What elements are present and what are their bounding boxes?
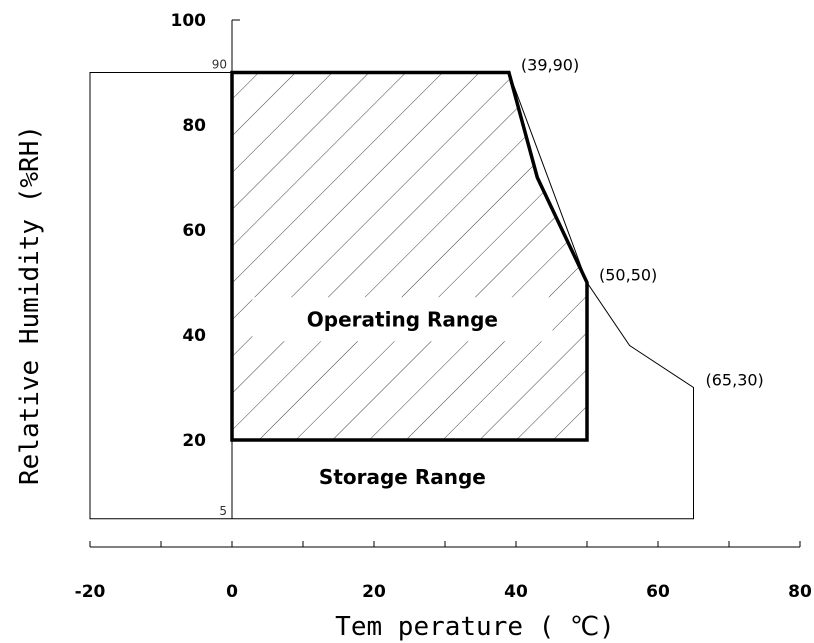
y-tick-label: 80 <box>182 116 206 136</box>
point-annotation: (39,90) <box>521 56 579 75</box>
x-tick-label: 0 <box>226 582 238 602</box>
operating-range-label-bg <box>252 297 553 342</box>
y-boundary-label: 5 <box>219 504 227 518</box>
x-axis-title: Tem perature ( ℃) <box>335 612 615 642</box>
storage-range-outline <box>89 72 694 520</box>
x-tick-label: 20 <box>362 582 386 602</box>
x-tick-label: 40 <box>504 582 528 602</box>
x-tick-label: -20 <box>75 582 106 602</box>
region-label: Storage Range <box>319 465 486 489</box>
y-axis-title: Relative Humidity (%RH) <box>15 125 45 485</box>
point-annotation: (50,50) <box>599 266 657 285</box>
operating-range-hatch <box>232 72 587 440</box>
y-tick-label: 60 <box>182 221 206 241</box>
x-tick-label: 80 <box>788 582 812 602</box>
region-label: Operating Range <box>307 307 498 331</box>
y-tick-label: 100 <box>171 11 207 31</box>
y-tick-label: 20 <box>182 431 206 451</box>
x-tick-label: 60 <box>646 582 670 602</box>
point-annotation: (65,30) <box>706 371 764 390</box>
y-tick-label: 40 <box>182 326 206 346</box>
y-boundary-label: 90 <box>212 58 227 72</box>
